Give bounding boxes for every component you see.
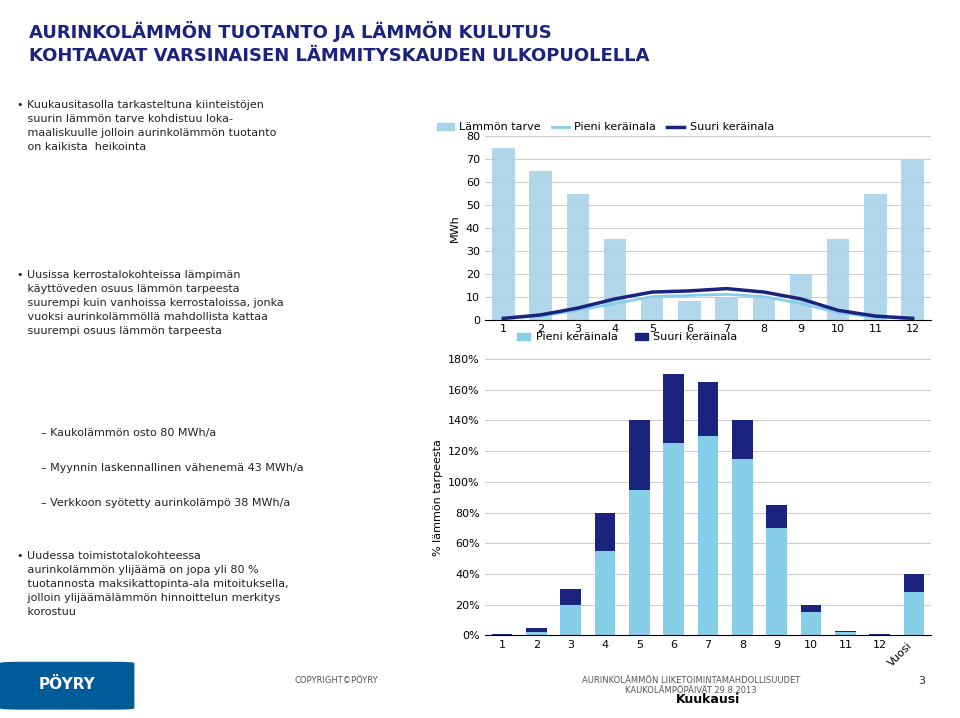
Text: AURINKOLÄMMÖN LIIKETOIMINTAMAHDOLLISUUDET
KAUKOLÄMPÖPÄIVÄT 29.8.2013: AURINKOLÄMMÖN LIIKETOIMINTAMAHDOLLISUUDE… [582, 676, 801, 696]
Bar [698, 436, 718, 635]
Bar [604, 239, 626, 320]
Text: 3: 3 [918, 676, 925, 686]
Bar [835, 631, 855, 633]
FancyBboxPatch shape [0, 662, 134, 709]
Bar [732, 459, 753, 635]
Bar [753, 297, 775, 320]
Bar [561, 589, 581, 605]
Legend: Lämmön tarve, Pieni keräinala, Suuri keräinala: Lämmön tarve, Pieni keräinala, Suuri ker… [433, 118, 779, 137]
Bar [641, 297, 663, 320]
Text: COPYRIGHT©PÖYRY: COPYRIGHT©PÖYRY [294, 676, 378, 685]
Bar [594, 513, 615, 551]
Text: • Uusissa kerrostalokohteissa lämpimän
   käyttöveden osuus lämmön tarpeesta
   : • Uusissa kerrostalokohteissa lämpimän k… [16, 270, 283, 336]
Bar [492, 148, 515, 320]
Bar [492, 634, 513, 635]
Bar [801, 605, 822, 612]
Text: AURINKOLÄMMÖN TUOTANTO JA LÄMMÖN KULUTUS
KOHTAAVAT VARSINAISEN LÄMMITYSKAUDEN UL: AURINKOLÄMMÖN TUOTANTO JA LÄMMÖN KULUTUS… [29, 21, 649, 65]
Bar [715, 297, 737, 320]
Bar [526, 633, 546, 635]
Bar [629, 421, 650, 490]
Text: Asuinkerrostalo 70-luku– Jyväskylä: Asuinkerrostalo 70-luku– Jyväskylä [581, 91, 797, 104]
Bar [903, 574, 924, 592]
Bar [766, 528, 787, 635]
Bar [903, 592, 924, 635]
Text: – Myynnin laskennallinen vähenemä 43 MWh/a: – Myynnin laskennallinen vähenemä 43 MWh… [41, 463, 304, 473]
Bar [870, 634, 890, 635]
Bar [561, 605, 581, 635]
Text: – Kaukolämmön osto 80 MWh/a: – Kaukolämmön osto 80 MWh/a [41, 428, 217, 438]
Bar [530, 171, 552, 320]
Bar [901, 159, 924, 320]
Bar [566, 194, 589, 320]
Y-axis label: MWh: MWh [450, 214, 460, 242]
Bar [827, 239, 850, 320]
Bar [766, 505, 787, 528]
X-axis label: Kuukausi: Kuukausi [676, 694, 740, 707]
Text: PÖYRY: PÖYRY [38, 677, 96, 692]
Bar [790, 274, 812, 320]
Bar [663, 444, 684, 635]
Bar [629, 490, 650, 635]
Text: • Kuukausitasolla tarkasteltuna kiinteistöjen
   suurin lämmön tarve kohdistuu l: • Kuukausitasolla tarkasteltuna kiinteis… [16, 100, 276, 152]
Bar [526, 628, 546, 633]
Text: – Verkkoon syötetty aurinkolämpö 38 MWh/a: – Verkkoon syötetty aurinkolämpö 38 MWh/… [41, 498, 291, 508]
Text: • Uudessa toimistotalokohteessa
   aurinkolämmön ylijäämä on jopa yli 80 %
   tu: • Uudessa toimistotalokohteessa aurinkol… [16, 551, 288, 617]
Bar [835, 633, 855, 635]
Bar [663, 374, 684, 444]
Bar [801, 612, 822, 635]
Y-axis label: % lämmön tarpeesta: % lämmön tarpeesta [433, 439, 443, 556]
Bar [864, 194, 886, 320]
Bar [732, 421, 753, 459]
Legend: Pieni keräinala, Suuri keräinala: Pieni keräinala, Suuri keräinala [513, 328, 742, 347]
Bar [594, 551, 615, 635]
Bar [678, 302, 701, 320]
Bar [698, 382, 718, 436]
